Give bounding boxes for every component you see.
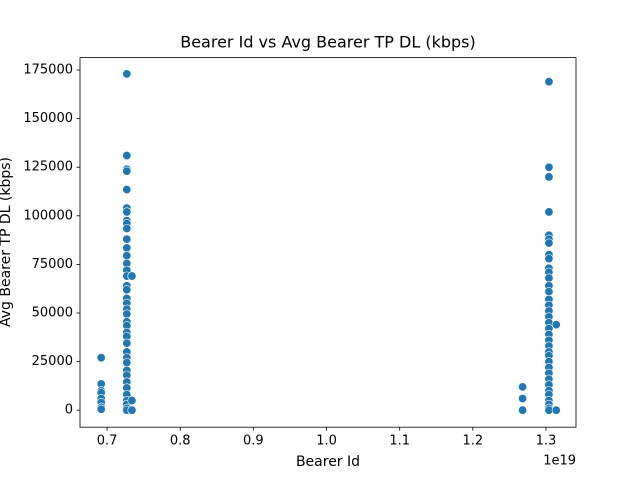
point (122, 185, 132, 195)
point (96, 404, 106, 414)
y-tick-label: 50000 (32, 306, 73, 321)
point (518, 394, 528, 404)
point (544, 287, 554, 297)
point (551, 405, 561, 415)
point (122, 309, 132, 319)
plot-frame (79, 57, 577, 428)
x-tick-label: 1.2 (463, 434, 484, 449)
x-offset-label: 1e19 (543, 454, 576, 469)
point (551, 320, 561, 330)
x-tick-label: 1.1 (389, 434, 410, 449)
y-tick-label: 150000 (23, 111, 73, 126)
point (122, 234, 132, 244)
point (122, 151, 132, 161)
y-tick-label: 175000 (23, 63, 73, 78)
point (122, 338, 132, 348)
point (544, 162, 554, 172)
point (122, 243, 132, 253)
point (122, 285, 132, 295)
point (544, 207, 554, 217)
point (544, 254, 554, 264)
point (544, 77, 554, 87)
y-tick-label: 125000 (23, 160, 73, 175)
point (544, 238, 554, 248)
point (127, 405, 137, 415)
point (127, 271, 137, 281)
y-tick-label: 0 (65, 403, 73, 418)
x-tick-label: 0.7 (97, 434, 118, 449)
y-axis-label: Avg Bearer TP DL (kbps) (0, 157, 14, 327)
point (122, 358, 132, 368)
y-tick-label: 100000 (23, 208, 73, 223)
x-tick-label: 1.3 (536, 434, 557, 449)
point (122, 223, 132, 233)
y-tick-label: 75000 (32, 257, 73, 272)
chart-title: Bearer Id vs Avg Bearer TP DL (kbps) (180, 33, 476, 52)
point (544, 273, 554, 283)
point (122, 251, 132, 261)
point (544, 172, 554, 182)
point (122, 69, 132, 79)
x-axis-label: Bearer Id (296, 454, 360, 470)
point (518, 405, 528, 415)
point (127, 395, 137, 405)
x-tick-label: 0.9 (243, 434, 264, 449)
point (122, 207, 132, 217)
y-tick-label: 25000 (32, 354, 73, 369)
point (96, 353, 106, 363)
point (518, 382, 528, 392)
point (122, 166, 132, 176)
x-tick-label: 0.8 (170, 434, 191, 449)
x-tick-label: 1.0 (316, 434, 337, 449)
